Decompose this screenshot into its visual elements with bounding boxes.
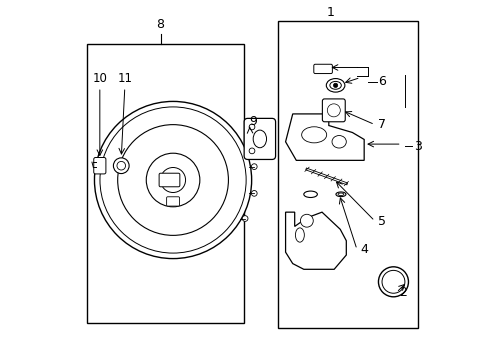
Circle shape xyxy=(160,167,185,193)
Circle shape xyxy=(381,270,404,293)
Bar xyxy=(87,44,244,323)
Circle shape xyxy=(251,164,257,170)
Circle shape xyxy=(118,125,228,235)
Text: 4: 4 xyxy=(360,243,367,256)
Ellipse shape xyxy=(337,193,343,195)
FancyBboxPatch shape xyxy=(166,197,179,206)
Text: 2: 2 xyxy=(399,286,407,299)
Circle shape xyxy=(300,214,313,227)
Text: 1: 1 xyxy=(325,6,333,19)
FancyBboxPatch shape xyxy=(94,157,106,174)
Text: 7: 7 xyxy=(377,118,385,131)
Circle shape xyxy=(117,161,125,170)
FancyBboxPatch shape xyxy=(322,99,345,122)
Text: 11: 11 xyxy=(117,72,132,85)
Ellipse shape xyxy=(303,191,317,198)
Circle shape xyxy=(378,267,407,297)
Bar xyxy=(278,21,417,328)
Text: 10: 10 xyxy=(92,72,107,85)
Polygon shape xyxy=(285,114,364,160)
Circle shape xyxy=(248,124,254,130)
Circle shape xyxy=(100,107,245,253)
Circle shape xyxy=(333,83,337,87)
Text: 3: 3 xyxy=(413,140,421,153)
FancyBboxPatch shape xyxy=(244,118,275,159)
Circle shape xyxy=(94,102,251,258)
Circle shape xyxy=(146,153,200,207)
FancyBboxPatch shape xyxy=(313,64,332,73)
Text: 9: 9 xyxy=(249,114,257,127)
Circle shape xyxy=(326,104,340,117)
Circle shape xyxy=(248,148,254,154)
Circle shape xyxy=(251,190,257,196)
Text: 6: 6 xyxy=(377,75,385,88)
Ellipse shape xyxy=(325,78,344,92)
Text: 5: 5 xyxy=(377,215,385,228)
Circle shape xyxy=(242,216,247,221)
Text: 8: 8 xyxy=(156,18,164,31)
FancyBboxPatch shape xyxy=(159,173,180,187)
Polygon shape xyxy=(285,212,346,269)
Ellipse shape xyxy=(329,81,341,89)
Circle shape xyxy=(113,158,129,174)
Ellipse shape xyxy=(335,192,345,197)
Ellipse shape xyxy=(253,130,266,148)
